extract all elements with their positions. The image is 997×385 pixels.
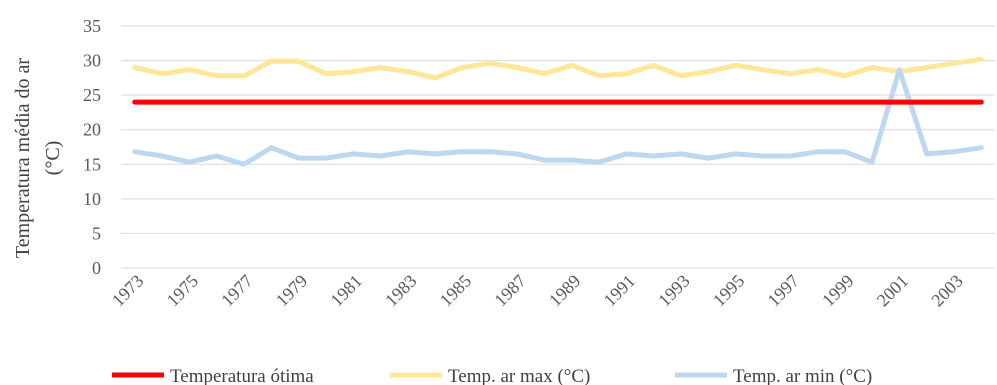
y-tick-label: 15 (83, 154, 101, 174)
legend-label: Temp. ar max (°C) (448, 366, 590, 385)
legend-label: Temperatura ótima (170, 366, 314, 385)
y-axis-label-line-1: Temperatura média do ar (12, 58, 34, 259)
x-tick-label: 1975 (163, 271, 203, 311)
x-tick-label: 1979 (272, 271, 312, 311)
x-tick-label: 1981 (326, 271, 366, 311)
legend: Temperatura ótima Temp. ar max (°C) Temp. … (112, 366, 872, 385)
x-axis-ticks: 1973 1975 1977 1979 1981 1983 1985 1987 1989 1991… (108, 271, 967, 311)
y-tick-label: 20 (83, 120, 101, 140)
x-tick-label: 1997 (763, 271, 803, 311)
x-tick-label: 1993 (654, 271, 694, 311)
x-tick-label: 2001 (873, 271, 913, 311)
x-tick-label: 1977 (217, 271, 257, 311)
x-tick-label: 1983 (381, 271, 421, 311)
x-tick-label: 1987 (490, 271, 530, 311)
y-axis-ticks: 0 5 10 15 20 25 30 35 (83, 16, 101, 278)
x-tick-label: 1991 (600, 271, 640, 311)
y-tick-label: 0 (92, 258, 101, 278)
x-tick-label: 1989 (545, 271, 585, 311)
x-tick-label: 1999 (818, 271, 858, 311)
series-lines (132, 56, 984, 167)
x-tick-label: 1995 (709, 271, 749, 311)
y-axis-label-line-2: (°C) (42, 141, 64, 176)
gridlines (121, 25, 995, 269)
y-tick-label: 35 (83, 16, 101, 36)
series-line-temp-ar-max-c (132, 56, 984, 81)
y-tick-label: 10 (83, 189, 101, 209)
y-tick-label: 30 (83, 51, 101, 71)
x-tick-label: 1985 (436, 271, 476, 311)
y-tick-label: 25 (83, 85, 101, 105)
y-tick-label: 5 (92, 223, 101, 243)
x-tick-label: 1973 (108, 271, 148, 311)
x-tick-label: 2003 (927, 271, 967, 311)
series-line-temp-ar-min-c (132, 67, 984, 167)
legend-label: Temp. ar min (°C) (733, 366, 872, 385)
